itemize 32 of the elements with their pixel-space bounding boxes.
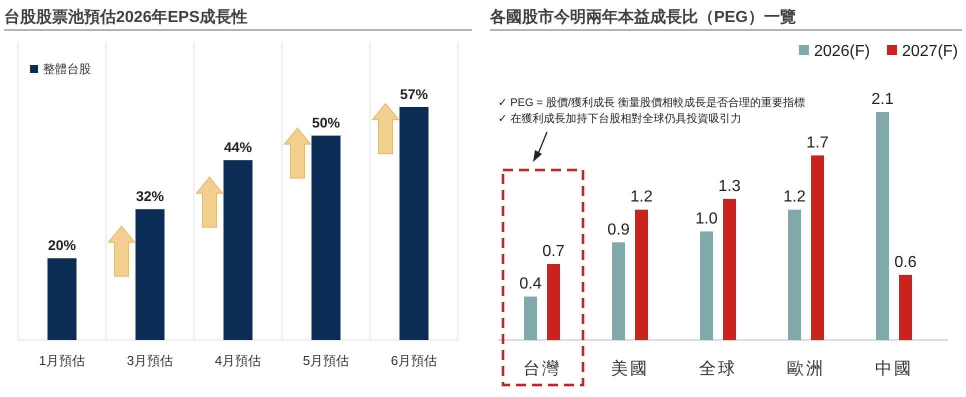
data-label: 57% xyxy=(400,86,429,102)
text: ✓ PEG = 股價/獲利成長 衡量股價相較成長是否合理的重要指標 xyxy=(498,96,806,109)
x-tick-label: 5月預估 xyxy=(302,353,350,368)
data-label: 2.1 xyxy=(871,91,894,108)
x-tick-label: 1月預估 xyxy=(38,353,86,368)
data-label: 0.9 xyxy=(607,221,630,238)
x-tick-label: 台灣 xyxy=(523,359,561,378)
data-label: 1.2 xyxy=(630,188,653,206)
data-label: 0.7 xyxy=(542,243,565,260)
chart-title: 各國股市今明兩年本益成長比（PEG）一覽 xyxy=(489,8,796,26)
annotation: ✓ 在獲利成長加持下台股相對全球仍具投資吸引力 xyxy=(498,112,742,125)
data-label: 1.7 xyxy=(806,134,829,152)
data-label: 20% xyxy=(48,237,77,254)
x-tick-label: 3月預估 xyxy=(126,353,174,368)
data-label: 32% xyxy=(136,188,165,204)
x-tick-label: 歐洲 xyxy=(787,359,825,378)
x-tick-label: 4月預估 xyxy=(214,353,262,368)
legend-label: 整體台股 xyxy=(43,62,91,76)
chart-title: 台股股票池預估2026年EPS成長性 xyxy=(4,8,248,26)
data-label: 0.6 xyxy=(894,254,917,271)
data-label: 1.3 xyxy=(718,178,741,195)
x-tick-label: 6月預估 xyxy=(390,353,438,368)
x-tick-label: 全球 xyxy=(699,359,737,378)
legend-label: 2027(F) xyxy=(902,43,958,60)
legend-label: 2026(F) xyxy=(814,43,870,60)
data-label: 0.4 xyxy=(519,276,542,293)
data-label: 44% xyxy=(224,139,253,156)
data-label: 1.2 xyxy=(783,188,806,206)
data-label: 50% xyxy=(312,114,341,131)
data-label: 1.0 xyxy=(695,210,718,228)
x-tick-label: 美國 xyxy=(611,359,649,378)
x-tick-label: 中國 xyxy=(875,359,913,378)
